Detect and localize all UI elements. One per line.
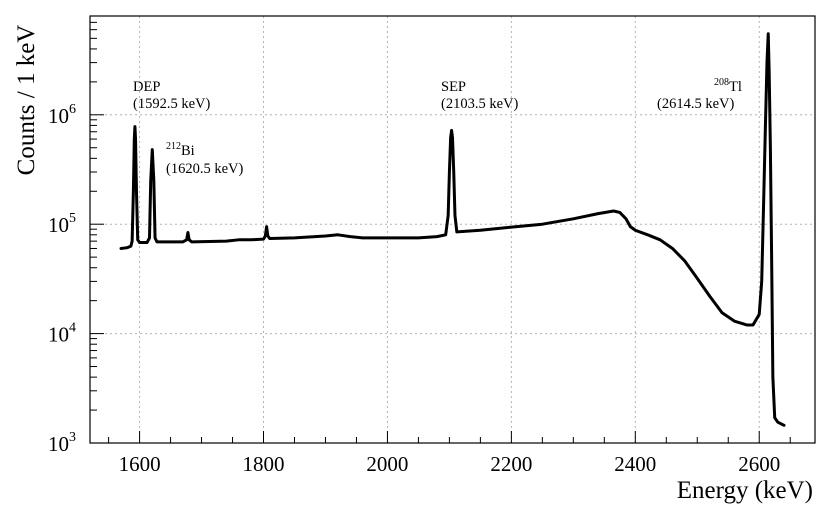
x-tick-label: 2600 bbox=[738, 452, 780, 476]
y-tick-labels: 103 104 105 106 bbox=[48, 102, 76, 456]
annotation-bi212-mass: 212 bbox=[166, 141, 181, 152]
y-tick-label: 104 bbox=[48, 321, 76, 347]
annotation-dep-energy: (1592.5 keV) bbox=[133, 96, 210, 112]
annotation-sep-label: SEP bbox=[441, 79, 466, 95]
annotation-bi212-symbol: Bi bbox=[181, 143, 195, 159]
annotation-tl208-label: 208Tl bbox=[714, 77, 742, 95]
annotation-bi212: 212Bi (1620.5 keV) bbox=[166, 141, 243, 177]
x-tick-label: 1800 bbox=[243, 452, 285, 476]
annotation-dep: DEP (1592.5 keV) bbox=[133, 79, 210, 112]
annotation-sep-energy: (2103.5 keV) bbox=[441, 96, 518, 112]
y-tick-label: 105 bbox=[48, 211, 76, 237]
annotation-dep-label: DEP bbox=[133, 79, 160, 95]
y-axis-title: Counts / 1 keV bbox=[13, 25, 40, 176]
x-tick-labels: 1600 1800 2000 2200 2400 2600 bbox=[119, 452, 781, 476]
annotation-tl208-energy: (2614.5 keV) bbox=[657, 96, 734, 112]
y-tick-label: 103 bbox=[48, 430, 76, 456]
annotation-bi212-label: 212Bi bbox=[166, 141, 195, 159]
x-tick-label: 1600 bbox=[119, 452, 161, 476]
y-tick-label: 106 bbox=[48, 102, 76, 128]
annotation-tl208: 208Tl (2614.5 keV) bbox=[657, 77, 742, 112]
annotation-tl208-mass: 208 bbox=[714, 77, 729, 88]
annotation-sep: SEP (2103.5 keV) bbox=[441, 79, 518, 112]
series-line bbox=[119, 32, 786, 427]
x-tick-label: 2400 bbox=[614, 452, 656, 476]
axis-ticks bbox=[90, 15, 791, 444]
x-tick-label: 2200 bbox=[490, 452, 532, 476]
annotation-tl208-symbol: Tl bbox=[729, 79, 742, 95]
x-tick-label: 2000 bbox=[366, 452, 408, 476]
annotation-bi212-energy: (1620.5 keV) bbox=[166, 161, 243, 177]
x-axis-title: Energy (keV) bbox=[677, 477, 813, 504]
